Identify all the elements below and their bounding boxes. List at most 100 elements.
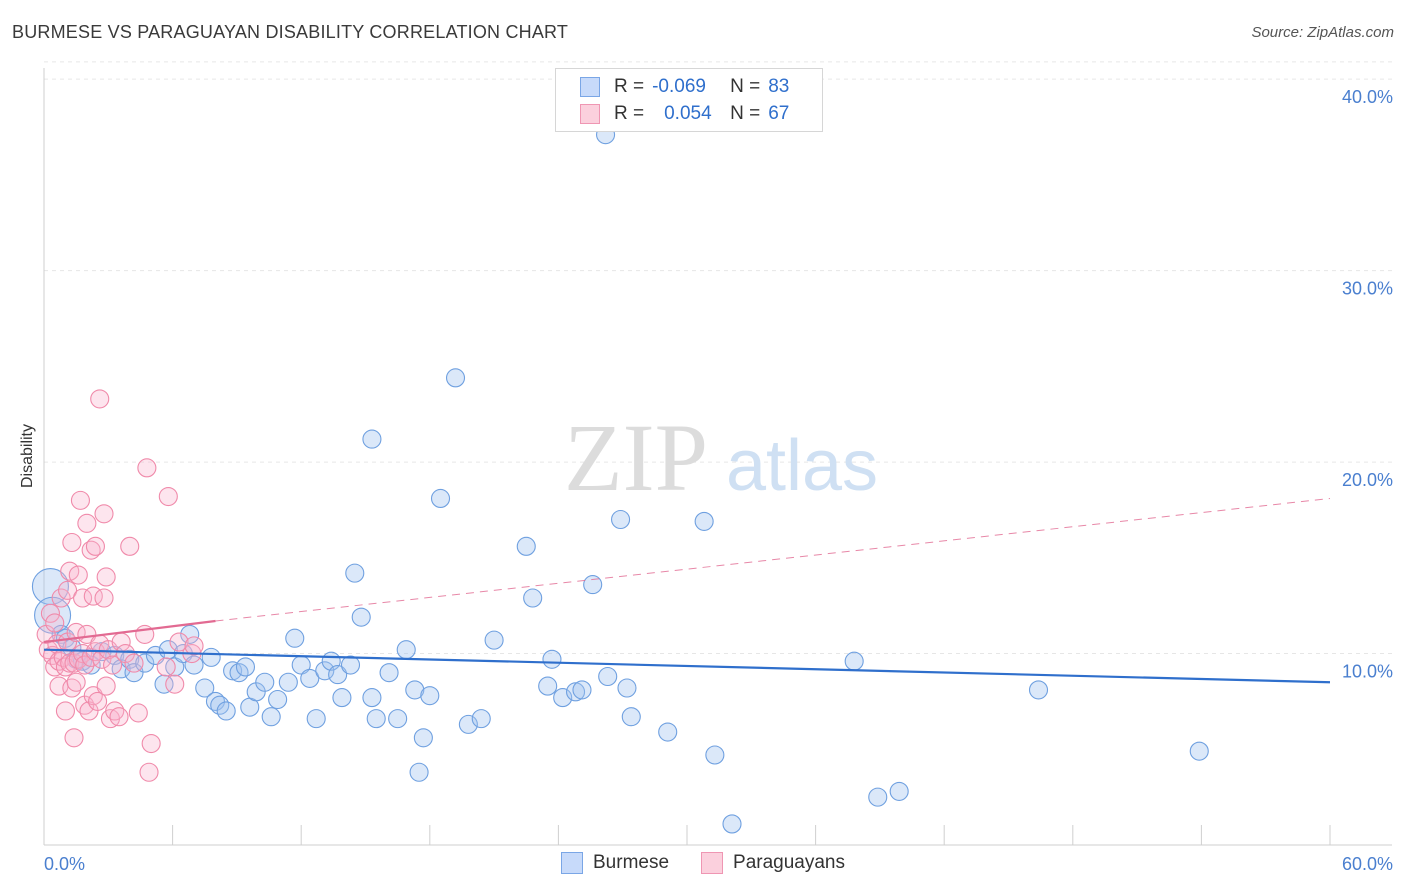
burmese-point bbox=[572, 680, 592, 700]
burmese-point bbox=[565, 682, 586, 702]
burmese-point bbox=[484, 630, 504, 650]
burmese-swatch bbox=[580, 77, 600, 97]
burmese-point bbox=[413, 728, 433, 748]
burmese-point bbox=[1189, 741, 1209, 761]
paraguayan-point bbox=[62, 532, 82, 553]
watermark: ZIP atlas bbox=[564, 404, 878, 511]
bottom-burmese-label: Burmese bbox=[593, 852, 670, 873]
burmese-point bbox=[362, 688, 382, 708]
paraguayan-point bbox=[55, 701, 75, 721]
paraguayan-point bbox=[94, 588, 114, 608]
burmese-point bbox=[379, 663, 399, 683]
burmese-point bbox=[889, 781, 909, 801]
burmese-point bbox=[340, 655, 361, 675]
bottom-legend-burmese: Burmese bbox=[561, 852, 669, 874]
burmese-point bbox=[621, 707, 641, 727]
burmese-point bbox=[705, 745, 725, 765]
axes bbox=[43, 68, 1392, 846]
legend-row-paraguayan: R = 0.054 N = 67 bbox=[580, 102, 789, 126]
burmese-n-label: N = bbox=[730, 76, 761, 97]
burmese-point bbox=[300, 668, 320, 688]
paraguayan-point bbox=[66, 672, 86, 692]
burmese-r-value: -0.069 bbox=[652, 76, 706, 97]
paraguayan-r-label: R = bbox=[614, 103, 645, 124]
paraguayan-point bbox=[120, 536, 140, 556]
y-tick-label: 20.0% bbox=[1342, 470, 1393, 490]
chart-title: BURMESE VS PARAGUAYAN DISABILITY CORRELA… bbox=[12, 22, 569, 42]
burmese-point bbox=[409, 762, 429, 782]
paraguayan-point bbox=[137, 458, 157, 478]
y-tick-label: 40.0% bbox=[1342, 87, 1393, 107]
burmese-point bbox=[261, 707, 281, 727]
burmese-point bbox=[396, 640, 416, 660]
x-tick-label-max: 60.0% bbox=[1342, 854, 1393, 874]
burmese-point bbox=[542, 649, 562, 669]
burmese-point bbox=[235, 657, 256, 677]
burmese-point bbox=[868, 787, 888, 807]
burmese-point bbox=[195, 678, 215, 698]
burmese-point bbox=[445, 368, 466, 388]
paraguayan-point bbox=[75, 655, 95, 675]
y-tick-label: 30.0% bbox=[1342, 279, 1393, 299]
paraguayan-point bbox=[77, 624, 97, 644]
burmese-point bbox=[1028, 680, 1049, 700]
burmese-point bbox=[405, 680, 425, 700]
burmese-point bbox=[268, 689, 288, 710]
bottom-paraguayan-label: Paraguayans bbox=[733, 852, 845, 873]
burmese-point bbox=[583, 575, 603, 595]
paraguayan-point bbox=[141, 733, 161, 754]
burmese-point bbox=[430, 488, 451, 509]
paraguayan-point bbox=[169, 632, 189, 652]
burmese-point bbox=[345, 563, 365, 583]
paraguayan-point bbox=[139, 762, 159, 782]
paraguayan-point bbox=[158, 486, 178, 507]
paraguayan-point bbox=[165, 674, 185, 694]
burmese-point bbox=[388, 709, 408, 729]
burmese-point bbox=[332, 688, 352, 708]
burmese-point bbox=[255, 672, 275, 692]
paraguayan-point bbox=[156, 657, 176, 677]
paraguayan-n-label: N = bbox=[730, 103, 761, 124]
legend: R = -0.069 N = 83 R = 0.054 N = 67 bbox=[555, 68, 823, 132]
burmese-trend-line bbox=[43, 648, 1331, 684]
bottom-paraguayan-swatch bbox=[701, 852, 724, 874]
burmese-point bbox=[844, 651, 864, 671]
burmese-point bbox=[420, 686, 440, 706]
burmese-point bbox=[135, 653, 155, 673]
burmese-point bbox=[328, 665, 348, 685]
burmese-point bbox=[184, 655, 204, 675]
burmese-point bbox=[366, 709, 386, 729]
paraguayan-point bbox=[58, 580, 78, 600]
burmese-point bbox=[285, 628, 305, 648]
tick-labels: 10.0% 20.0% 30.0% 40.0% 0.0% 60.0% bbox=[44, 87, 1393, 874]
bottom-burmese-swatch bbox=[561, 852, 583, 874]
paraguayan-point bbox=[109, 707, 129, 727]
burmese-point bbox=[523, 588, 543, 608]
paraguayan-point bbox=[68, 565, 88, 585]
burmese-point bbox=[124, 663, 144, 683]
burmese-point bbox=[362, 429, 382, 449]
burmese-point bbox=[694, 511, 714, 531]
paraguayan-point bbox=[64, 728, 84, 748]
burmese-point bbox=[598, 666, 618, 687]
paraguayan-point bbox=[103, 655, 123, 675]
paraguayan-point bbox=[96, 676, 116, 696]
bottom-legend: Burmese Paraguayans bbox=[0, 852, 1406, 874]
paraguayan-point bbox=[94, 504, 114, 524]
burmese-r-label: R = bbox=[614, 76, 645, 97]
burmese-point bbox=[722, 814, 742, 834]
bottom-legend-paraguayan: Paraguayans bbox=[701, 852, 845, 874]
paraguayan-point bbox=[45, 613, 65, 633]
paraguayan-point bbox=[96, 567, 116, 587]
paraguayan-point bbox=[85, 536, 105, 556]
paraguayan-point bbox=[124, 653, 144, 673]
burmese-point bbox=[538, 676, 558, 696]
paraguayan-point bbox=[128, 703, 148, 723]
burmese-point bbox=[306, 709, 326, 729]
paraguayan-r-value: 0.054 bbox=[664, 103, 712, 124]
burmese-point bbox=[315, 661, 335, 681]
paraguayan-point bbox=[90, 389, 110, 409]
source-label: Source: ZipAtlas.com bbox=[1251, 24, 1394, 41]
burmese-point bbox=[278, 672, 298, 692]
burmese-point bbox=[471, 709, 491, 729]
